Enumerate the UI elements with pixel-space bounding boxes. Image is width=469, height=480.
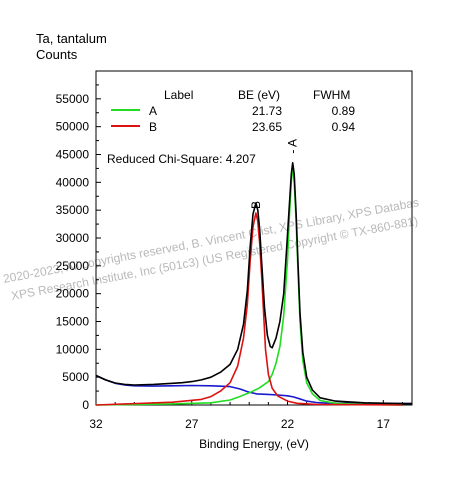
peak-label-b: B — [249, 201, 263, 209]
x-tick-label-17: 17 — [377, 417, 391, 431]
x-tick-label-27: 27 — [185, 417, 199, 431]
legend-row-b-fwhm: 0.94 — [332, 120, 356, 134]
legend-row-a-fwhm: 0.89 — [332, 104, 356, 118]
axis-ticks: 0 5000 10000 15000 20000 25000 30000 35000 40000… — [56, 84, 403, 431]
peak-label-a: - A — [286, 139, 300, 154]
series-line-background — [95, 374, 412, 405]
y-unit-label: Counts — [36, 47, 78, 62]
y-tick-label-55000: 55000 — [56, 92, 90, 106]
series-lines — [95, 162, 412, 406]
y-tick-label-0: 0 — [82, 398, 89, 412]
y-tick-label-25000: 25000 — [56, 259, 90, 273]
x-tick-label-22: 22 — [281, 417, 295, 431]
x-axis-title: Binding Energy, (eV) — [199, 437, 309, 451]
y-tick-label-50000: 50000 — [56, 120, 90, 134]
y-tick-label-30000: 30000 — [56, 231, 90, 245]
legend-row-b-label: B — [149, 120, 157, 134]
y-tick-label-45000: 45000 — [56, 148, 90, 162]
y-tick-label-20000: 20000 — [56, 287, 90, 301]
y-tick-label-35000: 35000 — [56, 203, 90, 217]
x-tick-label-32: 32 — [89, 417, 103, 431]
element-label: Ta, tantalum — [36, 31, 107, 46]
y-tick-label-15000: 15000 — [56, 315, 90, 329]
series-line-envelope — [95, 162, 412, 405]
legend-header-be: BE (eV) — [238, 88, 280, 102]
legend-header-label: Label — [164, 88, 193, 102]
y-tick-label-10000: 10000 — [56, 342, 90, 356]
y-tick-label-40000: 40000 — [56, 175, 90, 189]
series-line-b — [95, 212, 403, 406]
legend: Label BE (eV) FWHM A 21.73 0.89 B 23.65 … — [111, 88, 355, 134]
y-tick-label-5000: 5000 — [62, 370, 89, 384]
legend-header-fwhm: FWHM — [313, 88, 350, 102]
legend-row-b-be: 23.65 — [252, 120, 282, 134]
reduced-chi-square: Reduced Chi-Square: 4.207 — [107, 152, 256, 166]
legend-row-a-be: 21.73 — [252, 104, 282, 118]
legend-row-a-label: A — [149, 104, 157, 118]
